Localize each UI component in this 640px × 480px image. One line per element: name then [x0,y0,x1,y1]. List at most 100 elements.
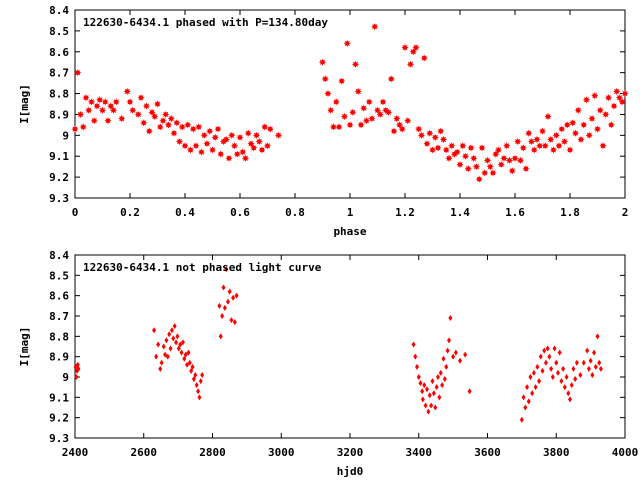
data-point [266,125,274,133]
data-point [563,121,571,129]
data-point [447,337,451,344]
x-tick-label: 1.2 [395,206,415,219]
data-point [441,355,446,362]
data-point [569,382,574,389]
data-point [181,142,189,150]
data-point [196,388,201,395]
data-point [178,123,186,131]
data-point [564,374,569,380]
data-point [252,131,261,139]
data-point [434,384,439,391]
x-tick-label: 2400 [62,446,89,459]
data-point [332,98,340,106]
data-point [618,98,626,106]
data-point [217,150,225,158]
data-point [547,353,552,360]
data-point [192,142,200,150]
data-point [431,133,439,142]
data-point [459,142,467,150]
data-point [558,125,566,133]
data-point [357,121,365,129]
data-point [554,359,559,366]
data-point [607,121,615,129]
data-point [387,75,395,83]
data-point [437,127,445,135]
data-point [398,125,406,133]
data-point [186,349,191,356]
data-point [549,146,558,154]
data-point [550,374,555,380]
data-point [413,353,418,360]
y-tick-label: 9.1 [49,150,69,163]
data-point [445,347,450,354]
data-point [261,123,269,131]
data-point [451,353,456,360]
data-point [549,365,554,372]
data-point [574,106,582,114]
data-point [585,347,590,354]
data-point [530,390,535,397]
data-point [258,146,266,154]
data-point [96,96,104,104]
data-point [318,58,327,66]
data-point [409,48,417,56]
data-point [167,115,175,123]
data-point [233,150,241,158]
data-point [174,339,179,346]
y-tick-label: 8.9 [49,108,69,121]
data-point [429,402,434,409]
data-point [379,98,387,106]
data-point [189,125,197,133]
y-tick-label: 8.6 [49,46,69,59]
data-point [231,294,236,301]
data-point [463,351,468,358]
data-point [483,156,492,164]
data-point [176,345,181,352]
x-tick-label: 3400 [406,446,433,459]
data-point [76,110,85,119]
y-tick-label: 8.5 [49,25,69,38]
data-point [427,392,432,399]
data-point [442,146,450,154]
x-tick-label: 0.8 [285,206,305,219]
data-point [467,144,475,152]
data-point [552,345,557,352]
data-point [197,148,206,156]
data-point [165,353,170,360]
plot-frame [74,254,626,439]
data-points [73,266,603,423]
data-point [401,44,409,52]
data-point [519,144,527,152]
data-point [522,165,530,173]
data-point [425,386,429,393]
data-point [514,138,522,146]
data-point [511,154,519,162]
data-point [239,148,247,156]
y-tick-label: 8.7 [49,67,69,80]
data-point [500,154,508,162]
data-point [464,165,472,173]
data-point [76,365,81,372]
data-point [577,135,585,144]
data-point [225,154,233,162]
data-point [186,146,195,154]
x-tick-label: 1 [347,206,354,219]
data-point [338,77,346,85]
data-point [172,323,177,330]
data-point [599,142,607,150]
data-point [365,98,373,106]
data-point [434,144,442,152]
data-point [236,133,244,142]
data-point [129,106,137,114]
data-point [263,142,272,150]
data-point [582,96,591,104]
data-point [598,365,603,372]
data-point [218,333,223,340]
data-point [98,106,107,114]
data-point [85,106,93,114]
data-point [112,98,120,106]
data-point [613,87,621,96]
data-point [543,359,548,366]
data-point [478,144,486,152]
